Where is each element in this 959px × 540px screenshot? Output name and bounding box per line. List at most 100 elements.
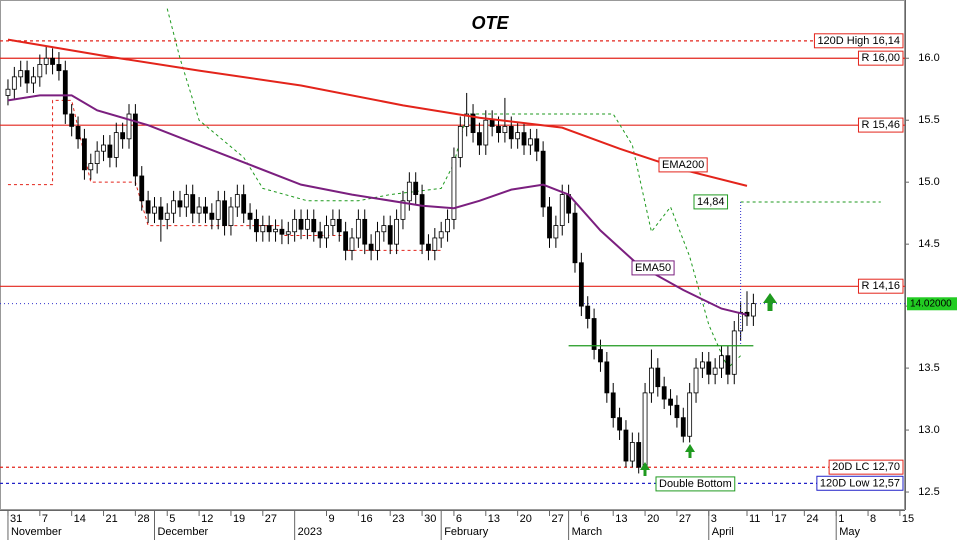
x-tick-label: 17 <box>774 513 786 525</box>
candle-body <box>419 194 425 245</box>
month-label: November <box>11 526 62 538</box>
candle-body <box>120 132 126 140</box>
target-label-box <box>693 194 729 210</box>
y-tick-label: 15.5 <box>918 114 939 126</box>
ema-line <box>7 94 748 316</box>
candle-body <box>502 126 508 134</box>
candle-body <box>126 113 132 140</box>
candle-body <box>527 138 533 146</box>
candle-body <box>432 237 438 251</box>
candle-body <box>317 231 323 239</box>
last-price-label: 14.02000 <box>910 298 952 309</box>
arrow-up <box>685 444 695 458</box>
candle-body <box>56 64 62 72</box>
pattern-label-box <box>655 476 736 492</box>
candle-body <box>183 194 189 208</box>
x-tick-label: 27 <box>679 513 691 525</box>
y-tick-label: 12.5 <box>918 486 939 498</box>
candle-body <box>649 367 654 394</box>
level-label-box <box>857 50 904 66</box>
candle-body <box>496 126 501 134</box>
candle-body <box>336 218 342 233</box>
candle-body <box>43 57 49 65</box>
candle-body <box>674 404 680 419</box>
month-label: April <box>712 526 734 538</box>
x-tick-label: 30 <box>424 513 436 525</box>
candle-body <box>706 361 712 375</box>
last-price-box <box>907 297 957 311</box>
candle-body <box>700 361 705 369</box>
ema-label: EMA200 <box>662 159 704 171</box>
candle-body <box>610 392 616 419</box>
candle-body <box>241 194 247 214</box>
candle-body <box>234 194 240 208</box>
candle-body <box>629 442 635 462</box>
x-tick-label: 19 <box>233 513 245 525</box>
candle-body <box>190 194 196 214</box>
candle-body <box>413 181 419 195</box>
level-label: 20D LC 12,70 <box>832 461 900 473</box>
candle-body <box>406 181 412 202</box>
level-label-box <box>828 459 904 475</box>
candle-body <box>451 156 457 220</box>
y-tick-label: 13.0 <box>918 424 939 436</box>
candle-body <box>489 119 495 127</box>
x-tick-label: 12 <box>201 513 213 525</box>
candle-body <box>438 231 444 239</box>
candle-body <box>553 225 559 239</box>
candle-body <box>209 212 215 220</box>
ema-label: EMA50 <box>635 262 671 274</box>
candle-body <box>254 218 259 233</box>
candle-body <box>139 175 145 202</box>
candle-body <box>661 386 667 400</box>
level-label: R 16,00 <box>861 52 900 64</box>
x-tick-label: 20 <box>647 513 659 525</box>
candle-body <box>464 113 470 127</box>
level-label-box <box>813 33 904 49</box>
month-label: February <box>444 526 489 538</box>
candle-body <box>368 243 374 251</box>
candle-body <box>18 70 24 78</box>
candle-body <box>483 119 489 146</box>
level-label: 120D Low 12,57 <box>820 477 900 489</box>
level-label-box <box>857 117 904 133</box>
x-tick-label: 21 <box>106 513 118 525</box>
month-label: 2023 <box>298 526 322 538</box>
candle-body <box>62 70 68 115</box>
x-tick-label: 13 <box>615 513 627 525</box>
candle-body <box>687 392 693 437</box>
candle-body <box>279 228 285 235</box>
ema-label-box <box>631 260 675 276</box>
candle-body <box>534 138 540 152</box>
x-tick-label: 11 <box>749 513 760 525</box>
x-tick-label: 24 <box>806 513 818 525</box>
candle-body <box>285 231 291 235</box>
candle-body <box>82 138 87 171</box>
candle-body <box>31 76 36 84</box>
candle-body <box>152 206 157 214</box>
candle-body <box>559 194 565 226</box>
candle-body <box>292 218 298 233</box>
candle-body <box>298 218 304 230</box>
candle-body <box>668 398 673 406</box>
candle-body <box>426 243 431 251</box>
x-tick-label: 8 <box>870 513 876 525</box>
candle-body <box>445 218 450 233</box>
candle-body <box>394 218 399 245</box>
candle-body <box>203 206 208 214</box>
ema-label-box <box>658 157 708 173</box>
x-tick-label: 3 <box>711 513 717 525</box>
candle-body <box>11 76 17 90</box>
month-label: May <box>839 526 860 538</box>
candle-body <box>330 218 336 226</box>
candle-body <box>94 150 100 164</box>
candle-body <box>343 231 349 251</box>
candle-body <box>247 212 253 220</box>
month-label: March <box>572 526 603 538</box>
x-tick-label: 14 <box>74 513 86 525</box>
candle-body <box>719 355 724 369</box>
x-tick-label: 23 <box>392 513 404 525</box>
target-label: 14,84 <box>697 196 725 208</box>
candle-body <box>107 144 113 158</box>
